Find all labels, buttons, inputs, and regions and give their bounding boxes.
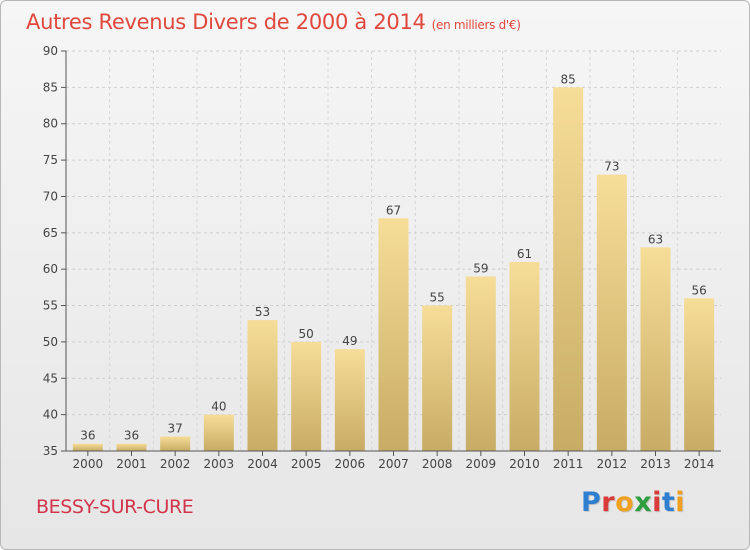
y-tick-label: 40 [43,408,58,422]
y-tick-label: 80 [43,117,58,131]
x-tick-label: 2010 [509,457,540,471]
logo-letter: P [581,487,602,518]
x-tick-label: 2006 [335,457,366,471]
proxiti-logo[interactable]: Proxiti [581,487,685,518]
y-tick-label: 60 [43,262,58,276]
y-tick-label: 45 [43,371,58,385]
x-tick-label: 2004 [247,457,278,471]
bar-value-label: 40 [211,400,226,414]
x-tick-label: 2002 [160,457,191,471]
bar [509,261,540,451]
bar-value-label: 56 [692,283,707,297]
y-tick-label: 90 [43,44,58,58]
bar-value-label: 49 [342,334,357,348]
x-tick-label: 2013 [640,457,671,471]
bar-value-label: 37 [168,421,183,435]
bar-value-label: 50 [299,327,314,341]
bar-value-label: 73 [604,160,619,174]
x-tick-label: 2011 [553,457,584,471]
y-tick-label: 85 [43,80,58,94]
y-tick-label: 55 [43,299,58,313]
bar-value-label: 53 [255,305,270,319]
grid-lines [66,50,721,452]
title-text: Autres Revenus Divers de 2000 à 2014 [26,10,426,34]
commune-name: BESSY-SUR-CURE [36,496,194,518]
bar [553,87,584,451]
bars: 36 36 37 40 53 50 49 67 55 59 61 85 73 63 56 [72,72,715,452]
logo-letter: i [652,487,662,518]
bar [465,276,496,451]
bar-value-label: 36 [124,429,139,443]
bar-value-label: 36 [80,429,95,443]
logo-letter: t [661,487,676,518]
bar-value-label: 63 [648,232,663,246]
x-tick-label: 2008 [422,457,453,471]
x-tick-label: 2005 [291,457,322,471]
x-tick-label: 2014 [684,457,715,471]
y-tick-label: 50 [43,335,58,349]
y-tick-label: 70 [43,189,58,203]
logo-letter: x [634,487,653,518]
bar-value-label: 55 [430,291,445,305]
x-tick-label: 2012 [597,457,628,471]
x-tick-label: 2007 [378,457,409,471]
chart-title: Autres Revenus Divers de 2000 à 2014 (en … [26,10,521,34]
logo-letter: r [601,487,616,518]
bar [203,414,234,451]
bar [378,218,409,451]
logo-letter: i [675,487,686,518]
x-tick-label: 2009 [466,457,497,471]
bar-value-label: 61 [517,247,532,261]
x-tick-label: 2000 [73,457,104,471]
bar [334,349,365,451]
bar [684,298,715,451]
bar [640,247,671,451]
y-tick-label: 35 [43,444,58,458]
y-tick-label: 65 [43,226,58,240]
bar [291,341,322,451]
bar [596,174,627,452]
axes: 35 40 45 50 55 60 65 70 75 80 85 90 2000 2001 2002 2003… [43,44,721,471]
unit-note: (en milliers d'€) [431,18,521,32]
bar-value-label: 85 [561,72,576,86]
bar-value-label: 67 [386,203,401,217]
bar [247,320,278,451]
logo-letter: o [615,487,635,518]
bar-value-label: 59 [473,261,488,275]
x-tick-label: 2003 [204,457,235,471]
bar [116,443,147,451]
bar [160,436,191,451]
x-tick-label: 2001 [116,457,147,471]
bar [422,305,453,451]
bar [72,443,103,451]
y-tick-label: 75 [43,153,58,167]
